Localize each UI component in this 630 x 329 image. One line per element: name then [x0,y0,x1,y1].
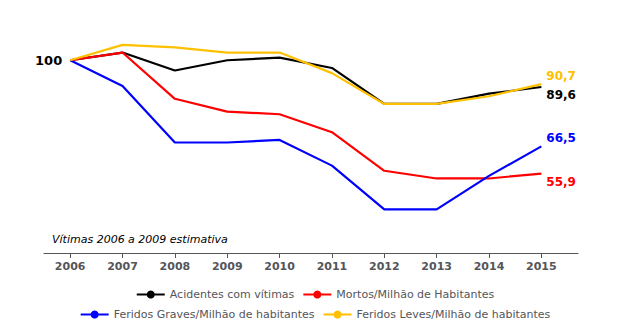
svg-text:2009: 2009 [212,260,243,273]
svg-text:Vítimas 2006 a 2009 estimativa: Vítimas 2006 a 2009 estimativa [52,233,228,246]
svg-text:2008: 2008 [160,260,191,273]
svg-text:Mortos/Milhão de Habitantes: Mortos/Milhão de Habitantes [336,288,494,301]
svg-text:2012: 2012 [369,260,400,273]
svg-text:90,7: 90,7 [546,69,576,83]
svg-text:2006: 2006 [55,260,86,273]
svg-text:55,9: 55,9 [546,175,576,189]
svg-text:66,5: 66,5 [546,131,576,145]
svg-text:Feridos Graves/Milhão de habit: Feridos Graves/Milhão de habitantes [114,308,315,321]
svg-text:2014: 2014 [474,260,505,273]
svg-text:Acidentes com vítimas: Acidentes com vítimas [170,288,295,301]
svg-text:100: 100 [35,53,62,68]
svg-text:2010: 2010 [264,260,295,273]
svg-text:2007: 2007 [107,260,138,273]
svg-text:2015: 2015 [526,260,557,273]
svg-text:Feridos Leves/Milhão de habita: Feridos Leves/Milhão de habitantes [357,308,551,321]
svg-text:2013: 2013 [421,260,452,273]
svg-text:89,6: 89,6 [546,88,576,102]
svg-text:2011: 2011 [317,260,348,273]
